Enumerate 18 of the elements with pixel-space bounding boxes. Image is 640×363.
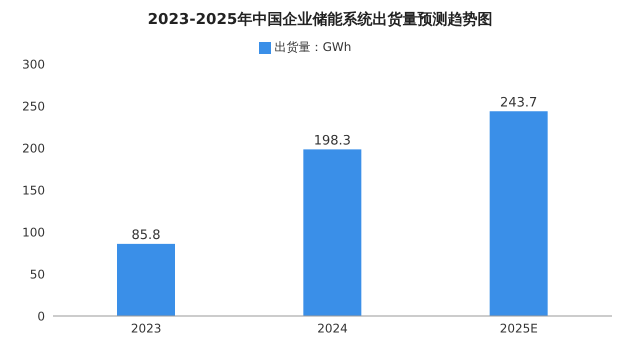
y-tick-label: 0 [37, 309, 45, 324]
data-label: 243.7 [500, 95, 538, 110]
legend-label: 出货量：GWh [274, 40, 352, 54]
y-tick-label: 50 [30, 267, 45, 282]
bar [303, 149, 362, 316]
x-tick-label: 2023 [130, 322, 162, 336]
data-label: 85.8 [132, 228, 160, 243]
y-tick-label: 100 [22, 225, 45, 240]
y-tick-label: 250 [22, 99, 45, 114]
x-tick-label: 2024 [317, 322, 348, 336]
data-label: 198.3 [314, 133, 351, 148]
chart-title: 2023-2025年中国企业储能系统出货量预测趋势图 [146, 9, 494, 30]
y-tick-label: 300 [22, 57, 45, 72]
y-tick-label: 150 [22, 183, 45, 198]
bar [490, 111, 548, 316]
bar [117, 244, 175, 316]
x-tick-label: 2025E [500, 322, 538, 336]
y-tick-label: 200 [22, 141, 45, 156]
